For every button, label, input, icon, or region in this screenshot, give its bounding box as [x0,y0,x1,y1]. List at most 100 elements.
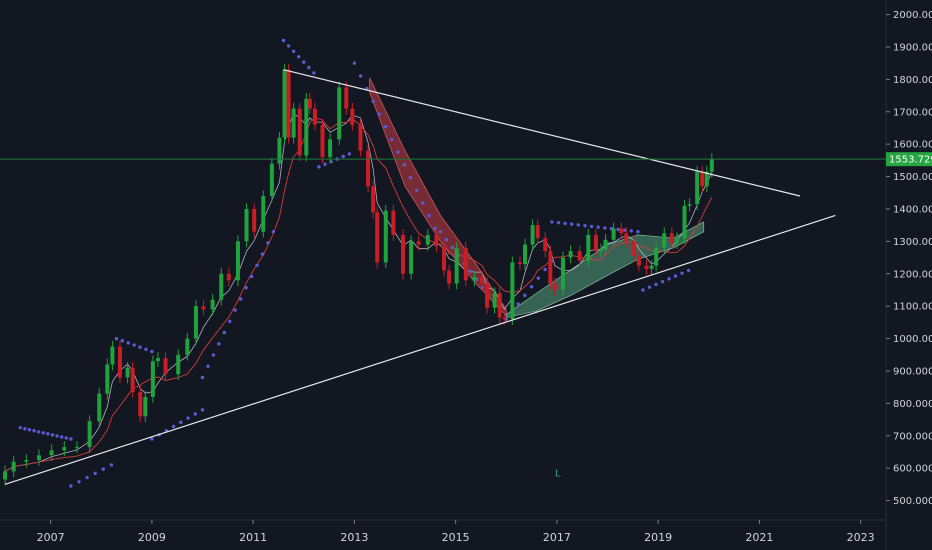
candle-body[interactable] [87,421,92,448]
candle-body[interactable] [176,354,181,375]
candle-body[interactable] [704,171,709,187]
candle-body[interactable] [286,69,291,138]
candle-body[interactable] [631,241,636,256]
candle-body[interactable] [282,69,287,138]
candle-body[interactable] [479,277,484,284]
candle-body[interactable] [235,241,240,281]
candle-body[interactable] [409,241,414,274]
candle-body[interactable] [662,233,667,248]
candle-body[interactable] [193,306,198,339]
candle-body[interactable] [552,283,557,290]
candle-body[interactable] [344,87,349,109]
candle-body[interactable] [320,124,325,158]
candle-body[interactable] [472,277,477,281]
candle-body[interactable] [619,228,624,234]
candle-body[interactable] [49,450,54,456]
x-axis[interactable]: 2007 2009 2011 2013 2015 2017 2019 2021 2023 [37,520,875,544]
candle-body[interactable] [350,108,355,125]
candle-body[interactable] [130,367,135,393]
candle-body[interactable] [434,234,439,247]
candle-body[interactable] [291,108,296,138]
candle-body[interactable] [463,247,468,281]
candle-body[interactable] [244,208,249,242]
candle-body[interactable] [11,461,16,472]
candle-body[interactable] [447,270,452,284]
candle-body[interactable] [401,234,406,274]
candle-body[interactable] [636,255,641,266]
candle-body[interactable] [312,108,317,125]
candle-body[interactable] [669,233,674,243]
candle-body[interactable] [36,455,41,461]
candle-body[interactable] [442,246,447,271]
candle-body[interactable] [185,338,190,355]
candle-body[interactable] [125,367,130,378]
candle-body[interactable] [226,273,231,281]
candle-body[interactable] [649,265,654,269]
candle-body[interactable] [307,98,312,109]
candle-body[interactable] [624,233,629,242]
candle-body[interactable] [510,262,515,320]
candle-body[interactable] [586,234,591,261]
candle-body[interactable] [269,163,274,197]
candle-body[interactable] [150,361,155,397]
candle-body[interactable] [383,210,388,263]
candle-body[interactable] [62,447,67,451]
candle-body[interactable] [358,124,363,151]
candle-body[interactable] [611,228,616,240]
candle-body[interactable] [695,171,700,205]
candle-body[interactable] [485,283,490,308]
candle-body[interactable] [138,392,143,417]
candle-body[interactable] [644,265,649,269]
candle-body[interactable] [117,346,122,378]
candle-body[interactable] [366,150,371,187]
candle-body[interactable] [492,293,497,308]
candle-body[interactable] [560,257,565,290]
candle-body[interactable] [497,293,502,318]
candle-body[interactable] [687,204,692,206]
candle-body[interactable] [163,358,168,375]
candle-body[interactable] [548,251,553,284]
trendline[interactable] [283,69,801,197]
candle-body[interactable] [709,159,714,172]
candle-body[interactable] [543,238,548,252]
candle-body[interactable] [24,460,29,462]
trendline[interactable] [4,214,836,485]
candle-body[interactable] [155,358,160,362]
candle-body[interactable] [143,396,148,417]
candle-body[interactable] [297,108,302,156]
candle-body[interactable] [371,186,376,213]
candle-body[interactable] [682,205,687,239]
candle-body[interactable] [654,247,659,266]
candle-body[interactable] [110,346,115,365]
candle-body[interactable] [97,393,102,422]
candle-body[interactable] [674,238,679,243]
candle-body[interactable] [304,98,309,156]
candle-body[interactable] [700,171,705,187]
candle-body[interactable] [416,241,421,245]
candle-body[interactable] [535,225,540,239]
candle-body[interactable] [598,249,603,252]
candle-body[interactable] [375,212,380,263]
candle-body[interactable] [502,317,507,320]
candle-body[interactable] [530,225,535,245]
candle-body[interactable] [454,247,459,284]
y-axis[interactable]: 500.000 600.000 700.000 800.000 900.000 1000.… [886,10,932,507]
candle-body[interactable] [425,234,430,245]
candle-body[interactable] [337,87,342,140]
candle-body[interactable] [277,137,282,164]
candle-body[interactable] [568,251,573,258]
candle-body[interactable] [252,208,257,232]
trendlines[interactable] [4,69,836,485]
candle-body[interactable] [201,306,206,310]
candle-body[interactable] [3,471,8,480]
candle-body[interactable] [328,139,333,158]
candle-body[interactable] [577,251,582,261]
candle-body[interactable] [219,273,224,300]
candles[interactable] [3,63,714,486]
candle-body[interactable] [391,210,396,235]
candle-body[interactable] [105,364,110,394]
candle-body[interactable] [593,234,598,252]
candle-body[interactable] [523,244,528,265]
candle-body[interactable] [74,447,79,449]
candle-body[interactable] [261,196,266,232]
